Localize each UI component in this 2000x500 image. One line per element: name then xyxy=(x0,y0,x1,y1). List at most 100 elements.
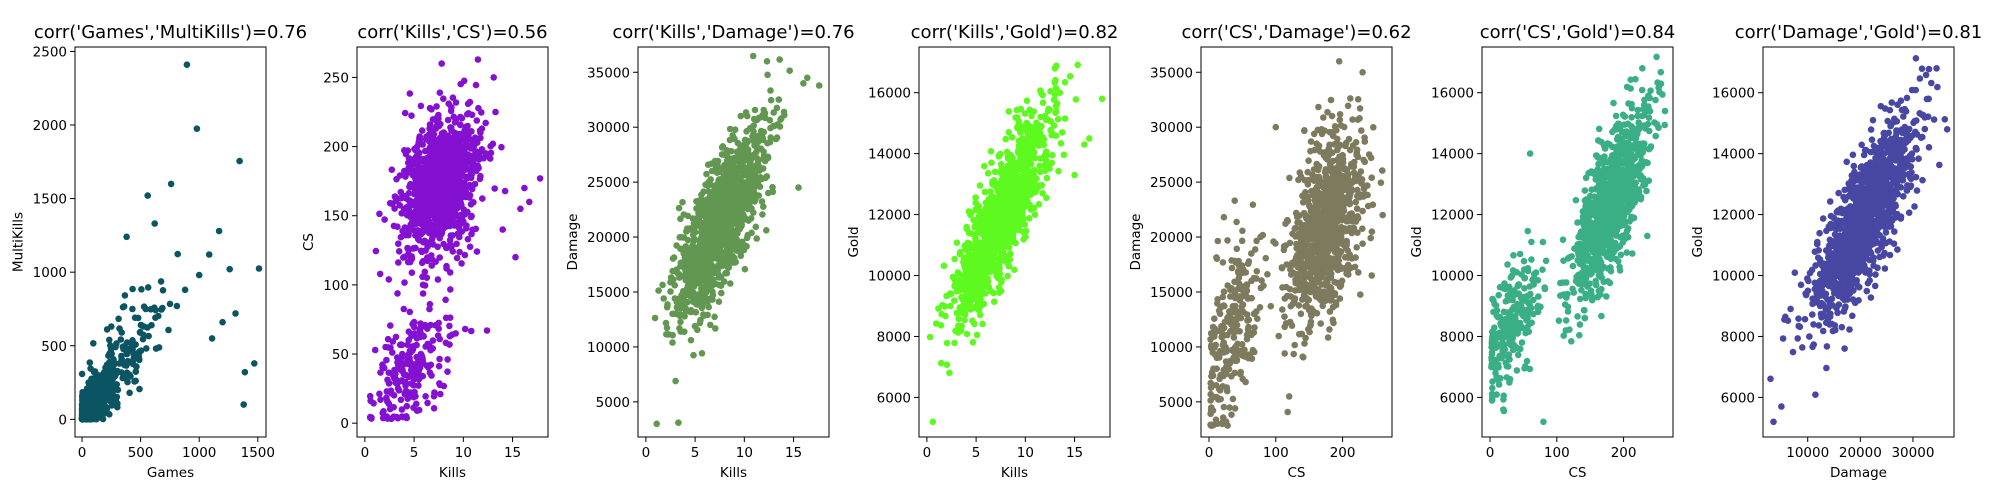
data-point-1167 xyxy=(730,171,738,179)
data-point-1211 xyxy=(437,390,444,398)
data-point-1204 xyxy=(383,356,390,364)
data-point-98 xyxy=(946,369,953,377)
data-point-1098 xyxy=(408,255,415,262)
data-point-1165 xyxy=(1052,132,1060,139)
data-point-1093 xyxy=(736,202,744,209)
data-point-898 xyxy=(98,382,105,390)
data-point-812 xyxy=(939,301,946,309)
data-point-909 xyxy=(1017,129,1024,136)
chart-panel-2: 0 5 10 15050100150200250corr('Kills','CS')=… xyxy=(301,22,549,481)
data-point-1295 xyxy=(452,330,460,337)
data-point-1201 xyxy=(800,80,807,87)
data-point-212 xyxy=(426,121,434,128)
data-point-291 xyxy=(1057,140,1065,147)
x-tick-label: 500 xyxy=(128,445,154,461)
data-point-1191 xyxy=(992,203,1000,211)
data-point-1032 xyxy=(79,394,86,401)
data-point-1133 xyxy=(746,156,753,164)
data-point-638 xyxy=(749,151,757,159)
data-point-1062 xyxy=(968,288,975,296)
data-point-1169 xyxy=(736,217,743,225)
data-point-1060 xyxy=(183,61,191,68)
data-point-989 xyxy=(452,99,460,106)
data-point-1066 xyxy=(226,265,233,273)
data-point-452 xyxy=(458,260,465,267)
data-point-1062 xyxy=(445,100,453,107)
data-point-1019 xyxy=(448,243,456,250)
data-point-882 xyxy=(767,134,774,141)
data-point-1158 xyxy=(723,243,730,251)
data-point-508 xyxy=(424,243,431,250)
data-point-755 xyxy=(415,139,422,147)
data-point-403 xyxy=(474,56,482,63)
data-point-1063 xyxy=(740,165,748,172)
data-point-953 xyxy=(669,255,677,262)
data-point-866 xyxy=(751,106,759,114)
data-point-948 xyxy=(90,340,97,347)
data-point-1034 xyxy=(403,231,411,238)
data-point-1053 xyxy=(423,177,431,184)
data-point-278 xyxy=(1039,190,1046,197)
data-point-940 xyxy=(440,136,448,143)
data-point-1061 xyxy=(468,111,476,119)
data-point-1179 xyxy=(404,395,412,403)
data-point-1180 xyxy=(1016,206,1024,213)
data-point-1327 xyxy=(499,226,507,233)
data-point-1203 xyxy=(763,58,771,65)
data-point-469 xyxy=(401,279,408,286)
chart-title: corr('Kills','Gold')=0.82 xyxy=(911,22,1119,43)
data-point-358 xyxy=(1061,115,1069,122)
data-point-1149 xyxy=(1001,236,1008,244)
data-point-1049 xyxy=(133,363,140,371)
plot-frame xyxy=(918,46,1111,438)
data-point-790 xyxy=(450,113,458,121)
data-point-997 xyxy=(719,191,726,198)
data-point-1078 xyxy=(433,171,441,178)
data-point-1250 xyxy=(371,346,379,354)
data-point-1320 xyxy=(438,60,446,67)
data-point-51 xyxy=(394,290,401,297)
data-point-847 xyxy=(408,156,416,163)
data-point-1033 xyxy=(109,389,116,397)
data-point-1194 xyxy=(995,191,1003,198)
data-point-1175 xyxy=(720,197,728,204)
data-point-977 xyxy=(461,251,469,259)
data-point-1028 xyxy=(1007,210,1014,217)
data-point-1087 xyxy=(456,248,463,256)
data-point-1113 xyxy=(422,393,429,400)
x-tick-label: 15 xyxy=(504,445,521,461)
data-point-941 xyxy=(973,331,981,339)
data-point-1075 xyxy=(232,310,239,317)
data-point-1118 xyxy=(716,255,724,263)
x-tick-label: 0 xyxy=(642,445,651,461)
data-point-831 xyxy=(421,237,428,245)
data-point-979 xyxy=(453,184,461,192)
data-point-1206 xyxy=(390,403,398,411)
data-point-581 xyxy=(711,313,718,321)
data-point-1066 xyxy=(1015,137,1023,145)
data-point-1322 xyxy=(517,205,524,213)
data-point-982 xyxy=(415,197,423,205)
data-point-657 xyxy=(447,286,454,293)
data-point-1256 xyxy=(393,413,400,421)
data-point-972 xyxy=(372,247,380,255)
data-point-1072 xyxy=(251,360,258,367)
data-point-1022 xyxy=(668,277,676,284)
data-point-966 xyxy=(1054,115,1062,123)
data-point-1035 xyxy=(101,390,109,397)
data-point-1199 xyxy=(1053,100,1061,107)
data-point-828 xyxy=(396,172,404,179)
data-point-1181 xyxy=(977,229,985,236)
data-point-1133 xyxy=(1001,195,1009,202)
data-point-1040 xyxy=(449,180,457,188)
data-point-717 xyxy=(744,148,752,156)
data-point-1198 xyxy=(970,267,977,275)
data-point-1076 xyxy=(219,318,226,326)
data-point-469 xyxy=(1023,97,1031,104)
data-point-854 xyxy=(757,145,765,152)
data-point-425 xyxy=(749,52,757,60)
data-point-339 xyxy=(395,259,402,266)
data-point-1164 xyxy=(672,377,679,385)
data-point-974 xyxy=(447,162,455,170)
data-point-1039 xyxy=(120,303,128,310)
